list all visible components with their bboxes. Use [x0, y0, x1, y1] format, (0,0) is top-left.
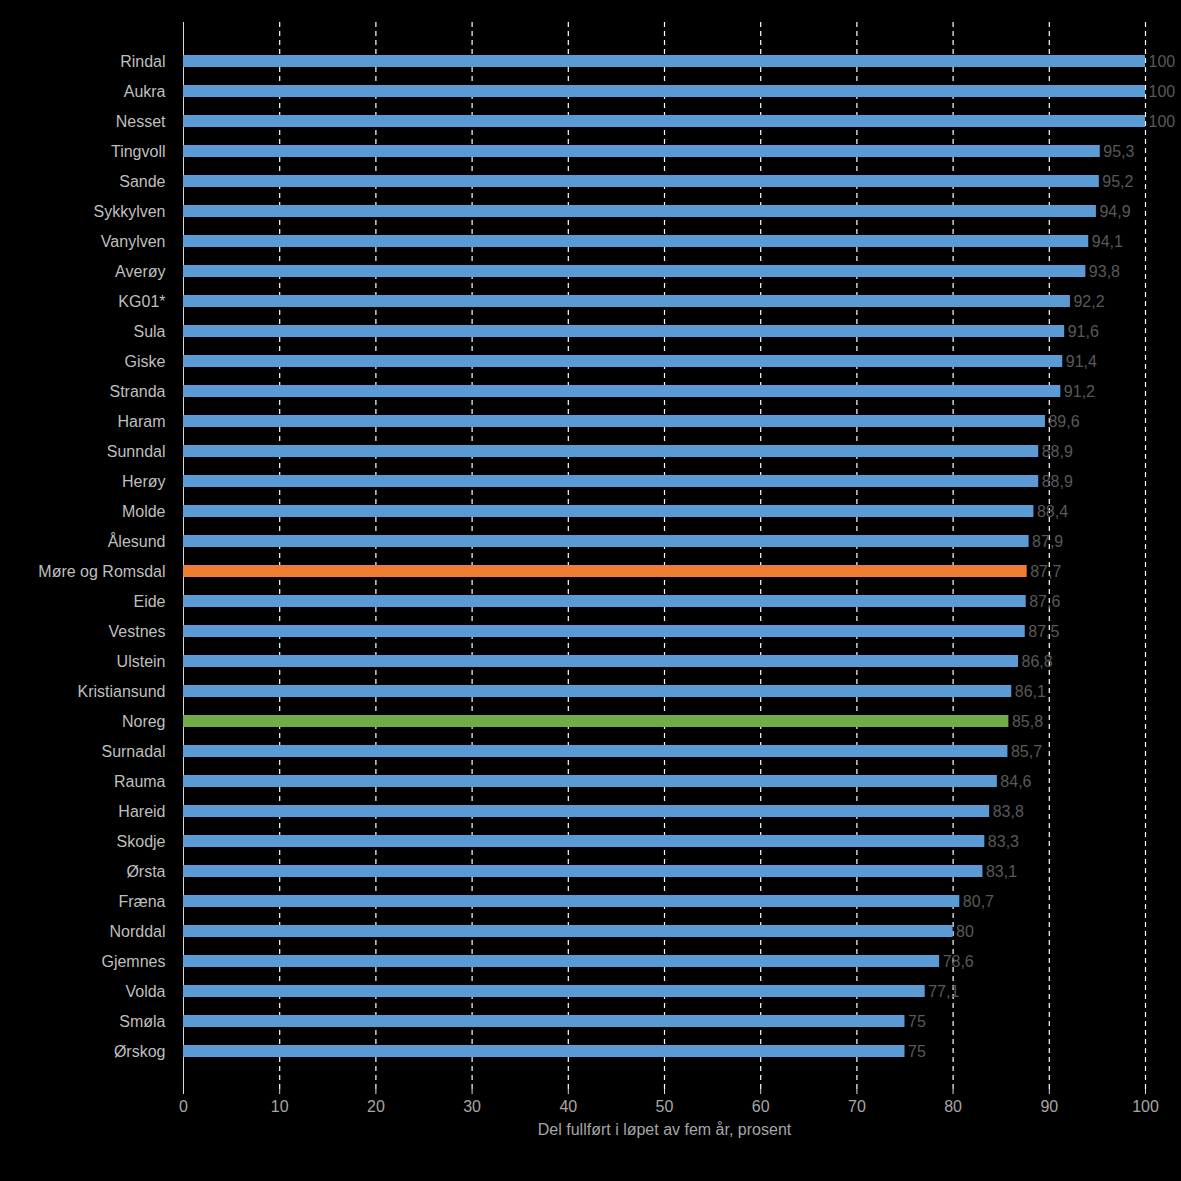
svg-text:Smøla: Smøla: [119, 1013, 165, 1030]
svg-text:Sykkylven: Sykkylven: [93, 203, 165, 220]
svg-text:30: 30: [463, 1098, 481, 1115]
svg-text:Herøy: Herøy: [122, 473, 166, 490]
svg-text:100: 100: [1149, 53, 1176, 70]
svg-text:Skodje: Skodje: [117, 833, 166, 850]
svg-text:80: 80: [944, 1098, 962, 1115]
svg-text:91,4: 91,4: [1066, 353, 1097, 370]
svg-text:86,8: 86,8: [1022, 653, 1053, 670]
svg-text:83,3: 83,3: [988, 833, 1019, 850]
svg-text:75: 75: [908, 1013, 926, 1030]
svg-text:Volda: Volda: [125, 983, 165, 1000]
svg-text:88,9: 88,9: [1042, 473, 1073, 490]
svg-text:Giske: Giske: [125, 353, 166, 370]
svg-text:89,6: 89,6: [1048, 413, 1079, 430]
svg-text:70: 70: [848, 1098, 866, 1115]
svg-text:60: 60: [752, 1098, 770, 1115]
svg-text:Aukra: Aukra: [124, 83, 166, 100]
svg-text:0: 0: [179, 1098, 188, 1115]
svg-text:94,1: 94,1: [1092, 233, 1123, 250]
svg-text:75: 75: [908, 1043, 926, 1060]
svg-text:80,7: 80,7: [963, 893, 994, 910]
svg-text:100: 100: [1149, 83, 1176, 100]
svg-text:Del fullført i løpet av fem år: Del fullført i løpet av fem år, prosent: [538, 1121, 792, 1138]
svg-text:Nesset: Nesset: [116, 113, 166, 130]
svg-text:20: 20: [367, 1098, 385, 1115]
svg-text:Norddal: Norddal: [109, 923, 165, 940]
svg-text:Sula: Sula: [133, 323, 165, 340]
svg-text:Kristiansund: Kristiansund: [77, 683, 165, 700]
svg-text:87,6: 87,6: [1029, 593, 1060, 610]
svg-text:Sunndal: Sunndal: [107, 443, 166, 460]
svg-text:Noreg: Noreg: [122, 713, 166, 730]
svg-text:Gjemnes: Gjemnes: [101, 953, 165, 970]
svg-text:95,3: 95,3: [1103, 143, 1134, 160]
svg-text:Haram: Haram: [117, 413, 165, 430]
svg-text:Hareid: Hareid: [118, 803, 165, 820]
svg-text:91,6: 91,6: [1068, 323, 1099, 340]
svg-text:80: 80: [956, 923, 974, 940]
svg-text:Rauma: Rauma: [114, 773, 166, 790]
svg-text:87,5: 87,5: [1028, 623, 1059, 640]
svg-text:Ålesund: Ålesund: [108, 532, 166, 550]
svg-text:95,2: 95,2: [1102, 173, 1133, 190]
svg-text:93,8: 93,8: [1089, 263, 1120, 280]
svg-text:84,6: 84,6: [1000, 773, 1031, 790]
svg-text:83,8: 83,8: [993, 803, 1024, 820]
svg-text:Møre og Romsdal: Møre og Romsdal: [38, 563, 165, 580]
svg-text:100: 100: [1149, 113, 1176, 130]
svg-text:Stranda: Stranda: [109, 383, 165, 400]
svg-text:Vanylven: Vanylven: [101, 233, 166, 250]
svg-text:10: 10: [271, 1098, 289, 1115]
svg-text:88,9: 88,9: [1042, 443, 1073, 460]
svg-text:Molde: Molde: [122, 503, 166, 520]
svg-text:Vestnes: Vestnes: [109, 623, 166, 640]
svg-text:78,6: 78,6: [943, 953, 974, 970]
svg-text:Averøy: Averøy: [115, 263, 165, 280]
svg-text:50: 50: [656, 1098, 674, 1115]
svg-text:Rindal: Rindal: [120, 53, 165, 70]
svg-text:100: 100: [1132, 1098, 1159, 1115]
svg-text:77,1: 77,1: [928, 983, 959, 1000]
svg-text:85,7: 85,7: [1011, 743, 1042, 760]
svg-text:Surnadal: Surnadal: [101, 743, 165, 760]
svg-text:83,1: 83,1: [986, 863, 1017, 880]
svg-text:Ørsta: Ørsta: [126, 863, 165, 880]
svg-text:87,9: 87,9: [1032, 533, 1063, 550]
svg-text:Ulstein: Ulstein: [117, 653, 166, 670]
svg-text:Sande: Sande: [119, 173, 165, 190]
svg-text:40: 40: [559, 1098, 577, 1115]
svg-text:94,9: 94,9: [1099, 203, 1130, 220]
svg-text:91,2: 91,2: [1064, 383, 1095, 400]
svg-text:85,8: 85,8: [1012, 713, 1043, 730]
svg-text:Tingvoll: Tingvoll: [111, 143, 166, 160]
svg-text:92,2: 92,2: [1073, 293, 1104, 310]
svg-text:86,1: 86,1: [1015, 683, 1046, 700]
svg-text:88,4: 88,4: [1037, 503, 1068, 520]
svg-text:Fræna: Fræna: [118, 893, 165, 910]
svg-text:90: 90: [1040, 1098, 1058, 1115]
svg-text:Eide: Eide: [133, 593, 165, 610]
svg-text:Ørskog: Ørskog: [114, 1043, 166, 1060]
svg-text:87,7: 87,7: [1030, 563, 1061, 580]
svg-text:KG01*: KG01*: [118, 293, 165, 310]
